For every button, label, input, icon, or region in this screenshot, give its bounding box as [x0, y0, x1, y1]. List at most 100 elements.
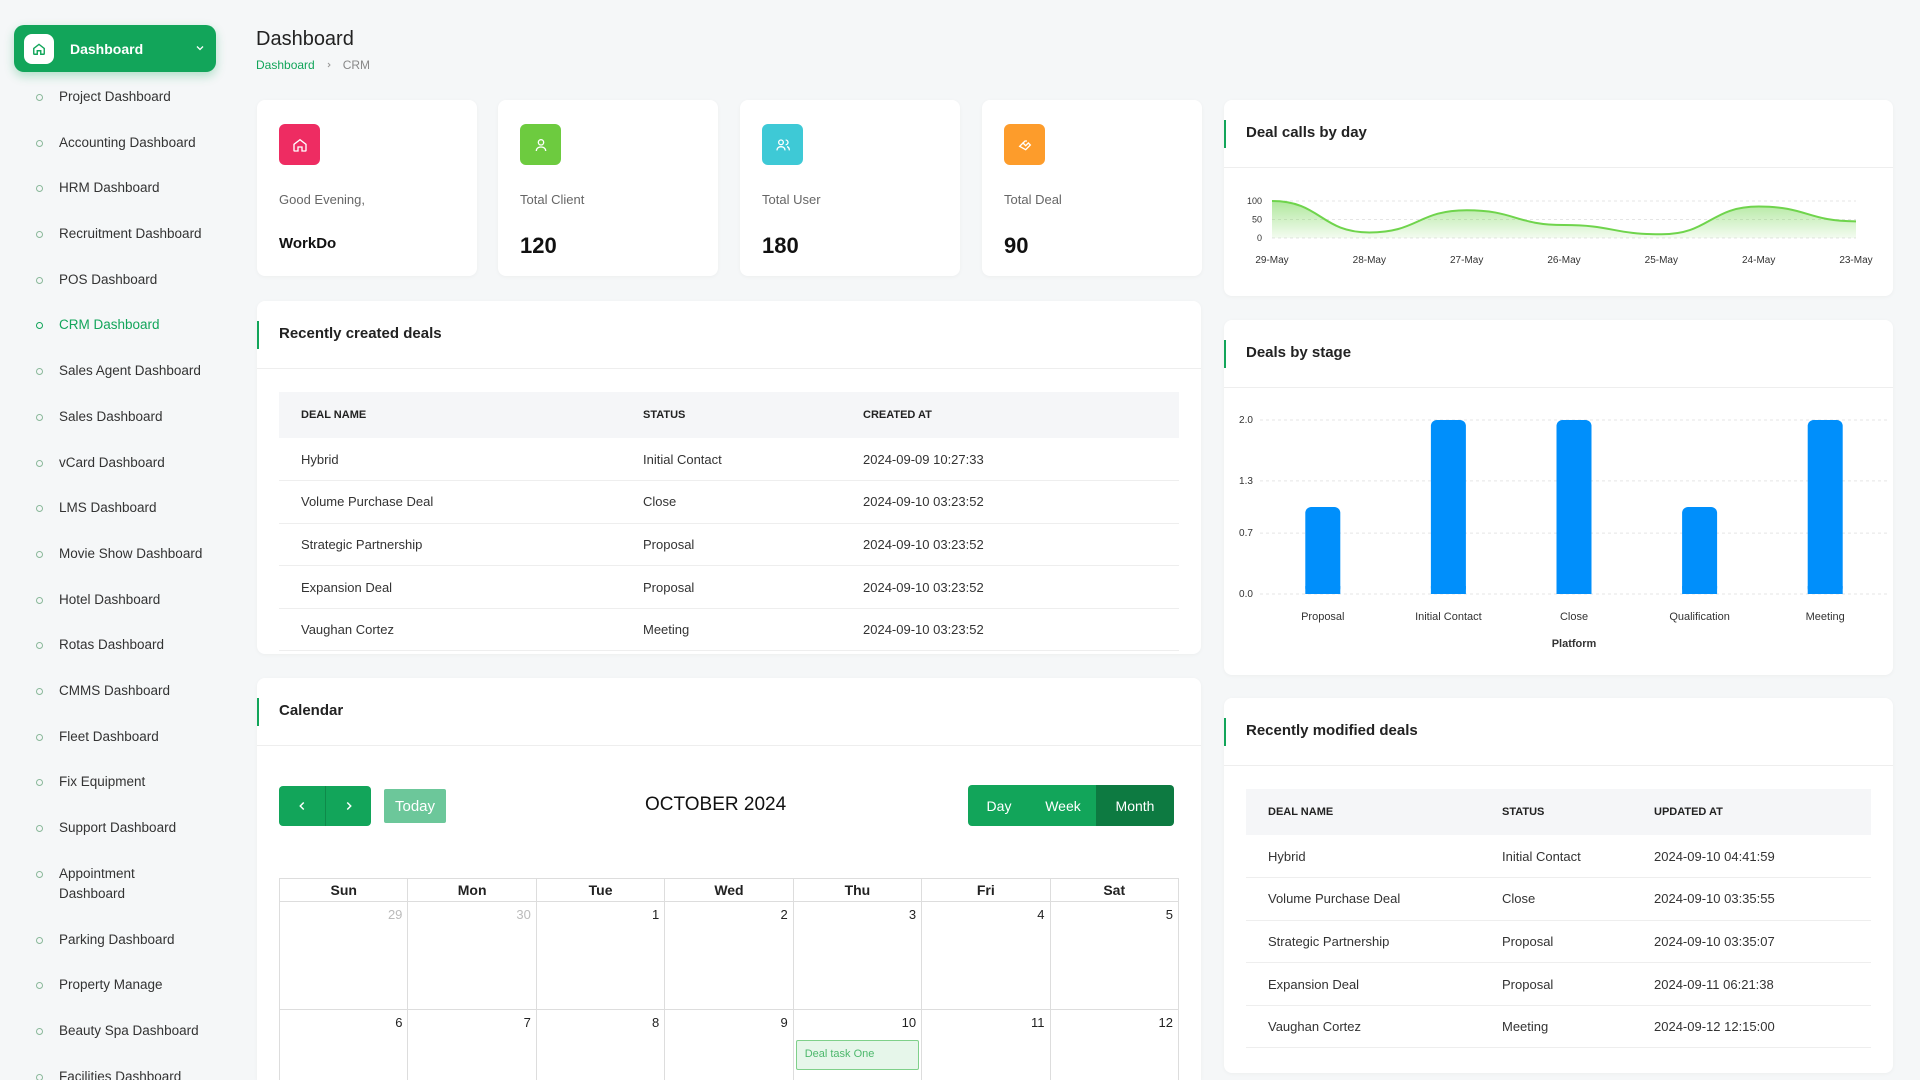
sidebar-item-label: Hotel Dashboard: [59, 591, 161, 607]
breadcrumb-link-dashboard[interactable]: Dashboard: [256, 58, 315, 72]
cell-created-at: 2024-09-10 03:23:52: [841, 608, 1179, 652]
sidebar-item-sales-dashboard[interactable]: Sales Dashboard: [0, 396, 230, 442]
sidebar-item-fleet-dashboard[interactable]: Fleet Dashboard: [0, 716, 230, 762]
sidebar-item-appointment-dashboard[interactable]: Appointment Dashboard: [0, 853, 230, 919]
sidebar-item-vcard-dashboard[interactable]: vCard Dashboard: [0, 442, 230, 488]
cell-updated-at: 2024-09-12 12:15:00: [1632, 1005, 1871, 1049]
cell-updated-at: 2024-09-10 03:35:55: [1632, 877, 1871, 921]
column-header[interactable]: CREATED AT: [841, 392, 1179, 438]
sidebar-item-sales-agent-dashboard[interactable]: Sales Agent Dashboard: [0, 350, 230, 396]
calendar-day[interactable]: 1: [537, 902, 666, 1009]
sidebar-item-cmms-dashboard[interactable]: CMMS Dashboard: [0, 670, 230, 716]
calendar-grid: Sun Mon Tue Wed Thu Fri Sat 29 30 1 2 3 …: [279, 878, 1179, 1080]
day-number: 7: [523, 1015, 531, 1030]
cell-created-at: 2024-09-10 03:23:52: [841, 480, 1179, 524]
calendar-day[interactable]: 10 Deal task One: [794, 1010, 923, 1080]
weekday-label: Tue: [537, 879, 666, 901]
deals-by-stage-card: Deals by stage 0.0 0.7 1.3 2.0 Proposal Initi…: [1224, 320, 1893, 675]
users-icon: [762, 124, 803, 165]
recent-modified-card: Recently modified deals DEAL NAME STATUS…: [1224, 698, 1893, 1073]
table-row[interactable]: Hybrid Initial Contact 2024-09-09 10:27:33: [279, 438, 1179, 482]
sidebar-item-label: Fleet Dashboard: [59, 728, 159, 744]
weekday-label: Sat: [1103, 882, 1126, 898]
view-week-button[interactable]: Week: [1030, 785, 1096, 826]
sidebar-item-rotas-dashboard[interactable]: Rotas Dashboard: [0, 624, 230, 670]
sidebar-item-label: Fix Equipment: [59, 774, 146, 790]
calendar-day[interactable]: 12: [1051, 1010, 1179, 1080]
cell-status: Meeting: [621, 608, 841, 652]
day-number: 11: [1031, 1015, 1045, 1030]
calendar-day[interactable]: 7: [408, 1010, 537, 1080]
sidebar-item-hrm-dashboard[interactable]: HRM Dashboard: [0, 167, 230, 213]
sidebar-item-project-dashboard[interactable]: Project Dashboard: [0, 76, 230, 122]
x-tick-label: Meeting: [1806, 611, 1845, 623]
sidebar-item-crm-dashboard[interactable]: CRM Dashboard: [0, 304, 230, 350]
calendar-day[interactable]: 29: [280, 902, 409, 1009]
table-row[interactable]: Hybrid Initial Contact 2024-09-10 04:41:59: [1246, 835, 1871, 879]
table-row[interactable]: Volume Purchase Deal Close 2024-09-10 03:3…: [1246, 877, 1871, 921]
sidebar-item-recruitment-dashboard[interactable]: Recruitment Dashboard: [0, 213, 230, 259]
day-number: 10: [901, 1015, 917, 1030]
accent-bar: [257, 321, 259, 349]
sidebar-item-fix-equipment[interactable]: Fix Equipment: [0, 761, 230, 807]
calendar-event[interactable]: Deal task One: [795, 1040, 920, 1070]
calendar-day[interactable]: 9: [665, 1010, 794, 1080]
table-row[interactable]: Strategic Partnership Proposal 2024-09-10 …: [279, 523, 1179, 567]
sidebar-item-property-manage[interactable]: Property Manage: [0, 964, 230, 1010]
prev-month-button[interactable]: [279, 786, 325, 826]
view-day-button[interactable]: Day: [968, 785, 1030, 826]
column-header[interactable]: DEAL NAME: [1246, 789, 1480, 835]
calendar-day[interactable]: 8: [537, 1010, 666, 1080]
home-icon: [24, 33, 54, 64]
column-header[interactable]: STATUS: [621, 392, 841, 438]
sidebar-item-accounting-dashboard[interactable]: Accounting Dashboard: [0, 122, 230, 168]
column-header[interactable]: UPDATED AT: [1632, 789, 1871, 835]
x-tick-label: 27-May: [1450, 255, 1483, 266]
cell-created-at: 2024-09-10 03:23:52: [841, 565, 1179, 609]
card-header: Recently modified deals: [1224, 698, 1893, 766]
page-title: Dashboard: [256, 28, 354, 50]
table-row[interactable]: Vaughan Cortez Meeting 2024-09-12 12:15:00: [1246, 1005, 1871, 1049]
bar: [1556, 420, 1592, 594]
x-axis-title: Platform: [1552, 638, 1597, 650]
table-row[interactable]: Strategic Partnership Proposal 2024-09-10 …: [1246, 920, 1871, 964]
day-number: 2: [780, 907, 788, 922]
table-row[interactable]: Vaughan Cortez Meeting 2024-09-10 03:23:52: [279, 608, 1179, 652]
calendar-day[interactable]: 2: [665, 902, 794, 1009]
cell-status: Meeting: [1480, 1005, 1632, 1049]
x-tick-label: 28-May: [1353, 255, 1386, 266]
next-month-button[interactable]: [325, 786, 371, 826]
sidebar-item-movie-show-dashboard[interactable]: Movie Show Dashboard: [0, 533, 230, 579]
x-tick-label: 23-May: [1839, 255, 1872, 266]
column-header[interactable]: DEAL NAME: [279, 392, 621, 438]
sidebar-item-pos-dashboard[interactable]: POS Dashboard: [0, 259, 230, 305]
sidebar-item-dashboard[interactable]: Dashboard: [14, 25, 216, 72]
column-header[interactable]: STATUS: [1480, 789, 1632, 835]
sidebar-item-facilities-dashboard[interactable]: Facilities Dashboard: [0, 1056, 230, 1080]
calendar-day[interactable]: 3: [794, 902, 923, 1009]
calendar-day[interactable]: 5: [1051, 902, 1179, 1009]
sidebar-item-support-dashboard[interactable]: Support Dashboard: [0, 807, 230, 853]
table-row[interactable]: Expansion Deal Proposal 2024-09-10 03:23:5…: [279, 565, 1179, 609]
sidebar-item-beauty-spa-dashboard[interactable]: Beauty Spa Dashboard: [0, 1010, 230, 1056]
sidebar-item-label: HRM Dashboard: [59, 180, 160, 196]
sidebar-item-parking-dashboard[interactable]: Parking Dashboard: [0, 919, 230, 965]
calendar-day[interactable]: 11: [922, 1010, 1051, 1080]
cell-updated-at: 2024-09-10 03:35:07: [1632, 920, 1871, 964]
table-row[interactable]: Volume Purchase Deal Close 2024-09-10 03:2…: [279, 480, 1179, 524]
calendar-day[interactable]: 6: [280, 1010, 409, 1080]
stat-label: Total Deal: [1004, 192, 1062, 207]
calendar-day[interactable]: 30: [408, 902, 537, 1009]
cell-deal-name: Volume Purchase Deal: [279, 480, 621, 524]
sidebar: Dashboard Project Dashboard Accounting D…: [0, 0, 230, 1080]
view-month-button[interactable]: Month: [1096, 785, 1174, 826]
today-button[interactable]: Today: [384, 789, 446, 823]
x-tick-label: Qualification: [1669, 611, 1730, 623]
sidebar-item-hotel-dashboard[interactable]: Hotel Dashboard: [0, 579, 230, 625]
calendar-view-switcher: Day Week Month: [968, 785, 1174, 826]
sidebar-item-label: POS Dashboard: [59, 271, 158, 287]
sidebar-item-lms-dashboard[interactable]: LMS Dashboard: [0, 487, 230, 533]
table-row[interactable]: Expansion Deal Proposal 2024-09-11 06:21:3…: [1246, 962, 1871, 1006]
calendar-day[interactable]: 4: [922, 902, 1051, 1009]
chevron-down-icon[interactable]: [194, 41, 206, 57]
